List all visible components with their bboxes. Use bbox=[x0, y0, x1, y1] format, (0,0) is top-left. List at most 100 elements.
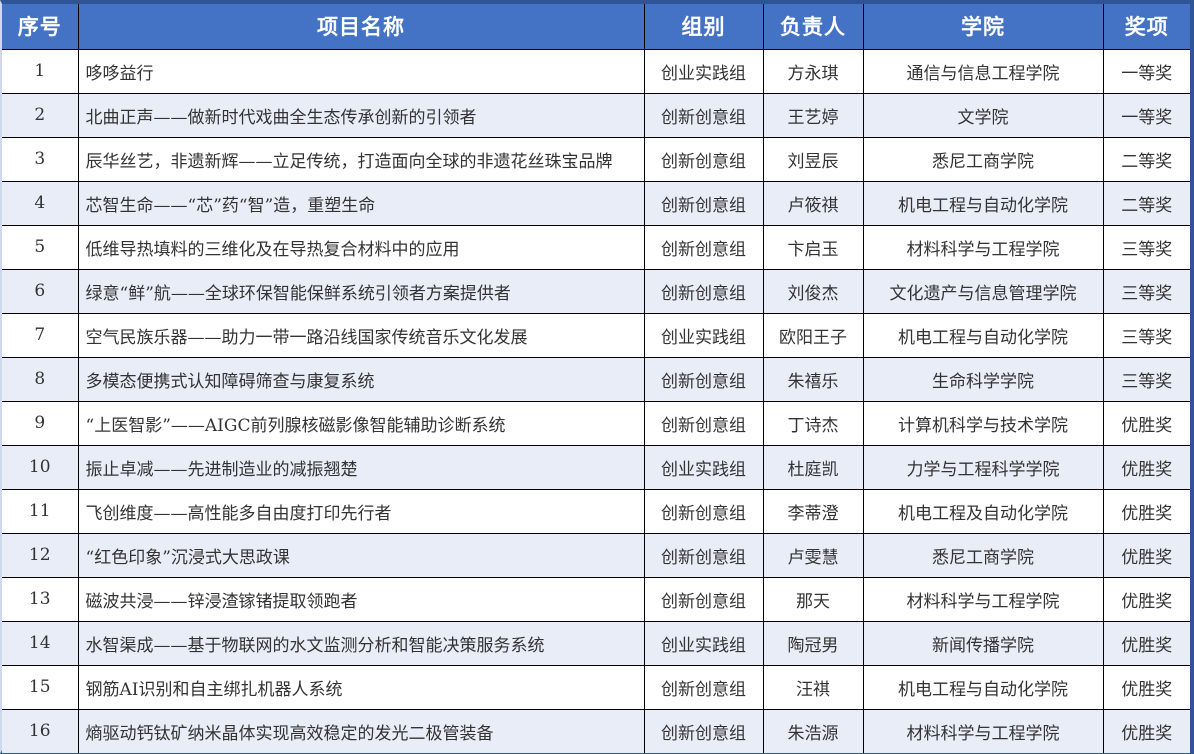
table-cell-leader: 朱浩源 bbox=[762, 708, 864, 753]
table-cell-index: 14 bbox=[2, 620, 79, 666]
table-cell-group: 创业实践组 bbox=[643, 312, 764, 358]
table-cell-college: 文化遗产与信息管理学院 bbox=[862, 268, 1104, 314]
header-cell-group: 组别 bbox=[643, 4, 764, 50]
table-cell-college: 机电工程及自动化学院 bbox=[862, 488, 1104, 534]
table-cell-award: 优胜奖 bbox=[1102, 488, 1190, 534]
table-cell-leader: 卢雯慧 bbox=[762, 532, 864, 578]
table-row: 8 多模态便携式认知障碍筛查与康复系统 创新创意组 朱禧乐 生命科学学院 三等奖 bbox=[2, 356, 1190, 402]
table-row: 11 飞创维度——高性能多自由度打印先行者 创新创意组 李蒂澄 机电工程及自动化… bbox=[2, 488, 1190, 534]
table-cell-group: 创业实践组 bbox=[643, 444, 764, 490]
table-cell-index: 2 bbox=[2, 92, 79, 138]
table-cell-leader: 卢筱祺 bbox=[762, 180, 864, 226]
table-cell-college: 计算机科学与技术学院 bbox=[862, 400, 1104, 446]
table-row: 4 芯智生命——“芯”药“智”造，重塑生命 创新创意组 卢筱祺 机电工程与自动化… bbox=[2, 180, 1190, 226]
table-cell-award: 优胜奖 bbox=[1102, 620, 1190, 666]
table-cell-award: 优胜奖 bbox=[1102, 664, 1190, 710]
table-cell-award: 优胜奖 bbox=[1102, 708, 1190, 753]
table-cell-project-name: “红色印象”沉浸式大思政课 bbox=[77, 532, 645, 578]
table-cell-index: 1 bbox=[2, 48, 79, 94]
table-cell-project-name: 飞创维度——高性能多自由度打印先行者 bbox=[77, 488, 645, 534]
table-cell-award: 二等奖 bbox=[1102, 136, 1190, 182]
table-cell-project-name: 磁波共浸——锌浸渣镓锗提取领跑者 bbox=[77, 576, 645, 622]
table-cell-index: 10 bbox=[2, 444, 79, 490]
table-cell-group: 创新创意组 bbox=[643, 708, 764, 753]
table-cell-college: 力学与工程科学学院 bbox=[862, 444, 1104, 490]
table-row: 13 磁波共浸——锌浸渣镓锗提取领跑者 创新创意组 那天 材料科学与工程学院 优… bbox=[2, 576, 1190, 622]
table-cell-group: 创新创意组 bbox=[643, 180, 764, 226]
table-cell-college: 新闻传播学院 bbox=[862, 620, 1104, 666]
table-cell-group: 创新创意组 bbox=[643, 268, 764, 314]
header-cell-leader: 负责人 bbox=[762, 4, 864, 50]
table-cell-college: 材料科学与工程学院 bbox=[862, 224, 1104, 270]
table-cell-leader: 刘昱辰 bbox=[762, 136, 864, 182]
table-cell-award: 优胜奖 bbox=[1102, 400, 1190, 446]
table-cell-award: 优胜奖 bbox=[1102, 532, 1190, 578]
table-cell-project-name: 哆哆益行 bbox=[77, 48, 645, 94]
table-cell-leader: 朱禧乐 bbox=[762, 356, 864, 402]
table-cell-award: 三等奖 bbox=[1102, 312, 1190, 358]
header-row: 序号 项目名称 组别 负责人 学院 奖项 bbox=[2, 4, 1190, 50]
header-cell-project-name: 项目名称 bbox=[77, 4, 645, 50]
table-cell-group: 创新创意组 bbox=[643, 224, 764, 270]
table-cell-leader: 陶冠男 bbox=[762, 620, 864, 666]
table-cell-college: 机电工程与自动化学院 bbox=[862, 312, 1104, 358]
table-row: 16 熵驱动钙钛矿纳米晶体实现高效稳定的发光二极管装备 创新创意组 朱浩源 材料… bbox=[2, 708, 1190, 753]
table-cell-leader: 汪祺 bbox=[762, 664, 864, 710]
table-row: 15 钢筋AI识别和自主绑扎机器人系统 创新创意组 汪祺 机电工程与自动化学院 … bbox=[2, 664, 1190, 710]
table-cell-index: 6 bbox=[2, 268, 79, 314]
table-row: 14 水智渠成——基于物联网的水文监测分析和智能决策服务系统 创业实践组 陶冠男… bbox=[2, 620, 1190, 666]
table-body: 1 哆哆益行 创业实践组 方永琪 通信与信息工程学院 一等奖 2 北曲正声——做… bbox=[2, 48, 1190, 753]
table-cell-leader: 欧阳王子 bbox=[762, 312, 864, 358]
header-cell-college: 学院 bbox=[862, 4, 1104, 50]
table-cell-index: 4 bbox=[2, 180, 79, 226]
table-cell-project-name: “上医智影”——AIGC前列腺核磁影像智能辅助诊断系统 bbox=[77, 400, 645, 446]
table-header: 序号 项目名称 组别 负责人 学院 奖项 bbox=[2, 4, 1190, 50]
table-cell-index: 15 bbox=[2, 664, 79, 710]
table-cell-leader: 王艺婷 bbox=[762, 92, 864, 138]
table-cell-college: 悉尼工商学院 bbox=[862, 532, 1104, 578]
table-cell-index: 12 bbox=[2, 532, 79, 578]
table-cell-college: 生命科学学院 bbox=[862, 356, 1104, 402]
table-cell-project-name: 熵驱动钙钛矿纳米晶体实现高效稳定的发光二极管装备 bbox=[77, 708, 645, 753]
table-cell-group: 创新创意组 bbox=[643, 356, 764, 402]
table-cell-group: 创新创意组 bbox=[643, 400, 764, 446]
table-row: 7 空气民族乐器——助力一带一路沿线国家传统音乐文化发展 创业实践组 欧阳王子 … bbox=[2, 312, 1190, 358]
table-cell-leader: 李蒂澄 bbox=[762, 488, 864, 534]
table-cell-project-name: 空气民族乐器——助力一带一路沿线国家传统音乐文化发展 bbox=[77, 312, 645, 358]
table-cell-group: 创新创意组 bbox=[643, 576, 764, 622]
table-row: 6 绿意“鲜”航——全球环保智能保鲜系统引领者方案提供者 创新创意组 刘俊杰 文… bbox=[2, 268, 1190, 314]
table-cell-project-name: 钢筋AI识别和自主绑扎机器人系统 bbox=[77, 664, 645, 710]
table-cell-award: 优胜奖 bbox=[1102, 576, 1190, 622]
table-cell-index: 9 bbox=[2, 400, 79, 446]
table-row: 5 低维导热填料的三维化及在导热复合材料中的应用 创新创意组 卞启玉 材料科学与… bbox=[2, 224, 1190, 270]
table-cell-leader: 杜庭凯 bbox=[762, 444, 864, 490]
table-cell-leader: 那天 bbox=[762, 576, 864, 622]
table-cell-index: 11 bbox=[2, 488, 79, 534]
table-cell-index: 7 bbox=[2, 312, 79, 358]
table-cell-award: 三等奖 bbox=[1102, 224, 1190, 270]
table-cell-group: 创新创意组 bbox=[643, 136, 764, 182]
table-cell-college: 通信与信息工程学院 bbox=[862, 48, 1104, 94]
table-cell-college: 机电工程与自动化学院 bbox=[862, 180, 1104, 226]
table-cell-project-name: 多模态便携式认知障碍筛查与康复系统 bbox=[77, 356, 645, 402]
table-cell-college: 悉尼工商学院 bbox=[862, 136, 1104, 182]
table-cell-college: 机电工程与自动化学院 bbox=[862, 664, 1104, 710]
table-cell-project-name: 绿意“鲜”航——全球环保智能保鲜系统引领者方案提供者 bbox=[77, 268, 645, 314]
table-cell-group: 创新创意组 bbox=[643, 532, 764, 578]
table-cell-index: 8 bbox=[2, 356, 79, 402]
header-cell-award: 奖项 bbox=[1102, 4, 1190, 50]
table-cell-college: 材料科学与工程学院 bbox=[862, 708, 1104, 753]
table-cell-project-name: 振止卓减——先进制造业的减振翘楚 bbox=[77, 444, 645, 490]
table-cell-group: 创业实践组 bbox=[643, 48, 764, 94]
header-cell-index: 序号 bbox=[2, 4, 79, 50]
table-cell-project-name: 低维导热填料的三维化及在导热复合材料中的应用 bbox=[77, 224, 645, 270]
table-cell-award: 一等奖 bbox=[1102, 92, 1190, 138]
table-row: 2 北曲正声——做新时代戏曲全生态传承创新的引领者 创新创意组 王艺婷 文学院 … bbox=[2, 92, 1190, 138]
table-cell-project-name: 北曲正声——做新时代戏曲全生态传承创新的引领者 bbox=[77, 92, 645, 138]
table-row: 3 辰华丝艺，非遗新辉——立足传统，打造面向全球的非遗花丝珠宝品牌 创新创意组 … bbox=[2, 136, 1190, 182]
table-cell-index: 5 bbox=[2, 224, 79, 270]
table-cell-index: 3 bbox=[2, 136, 79, 182]
table-cell-index: 13 bbox=[2, 576, 79, 622]
table-row: 10 振止卓减——先进制造业的减振翘楚 创业实践组 杜庭凯 力学与工程科学学院 … bbox=[2, 444, 1190, 490]
